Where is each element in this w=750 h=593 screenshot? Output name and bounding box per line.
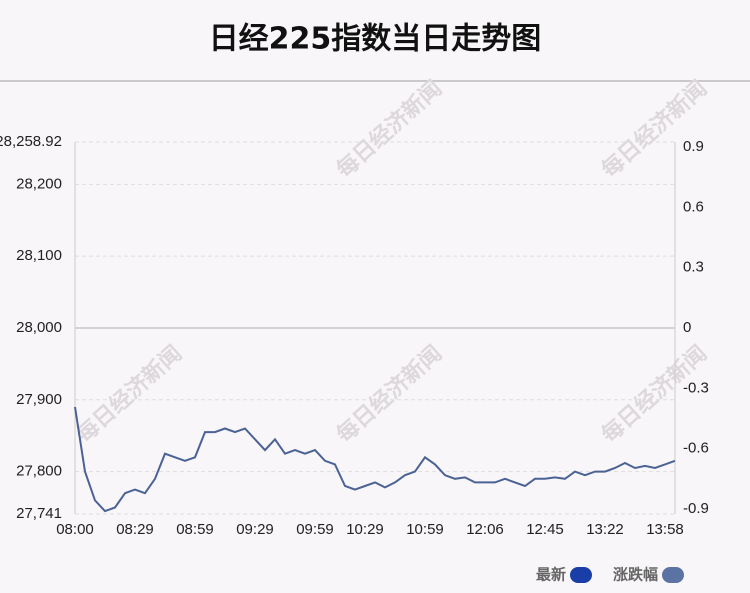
y-tick-label: 28,000: [16, 319, 62, 336]
x-tick-label: 08:59: [176, 521, 214, 538]
watermark: 每日经济新闻: [72, 340, 188, 448]
legend-swatch: [662, 567, 684, 583]
legend-label: 最新: [536, 566, 566, 584]
y-tick-label: 27,741: [16, 505, 62, 522]
y-tick-label: 28,258.92: [0, 133, 62, 150]
watermark: 每日经济新闻: [332, 340, 448, 448]
x-tick-label: 13:22: [586, 521, 624, 538]
legend-label: 涨跌幅: [613, 566, 658, 584]
x-tick-label: 12:45: [526, 521, 564, 538]
x-tick-label: 09:59: [296, 521, 334, 538]
x-tick-label: 10:59: [406, 521, 444, 538]
x-tick-label: 08:00: [56, 521, 94, 538]
y2-tick-label: -0.6: [683, 440, 709, 457]
chart-title: 日经225指数当日走势图: [209, 22, 542, 57]
x-tick-label: 12:06: [466, 521, 504, 538]
watermark: 每日经济新闻: [332, 75, 448, 183]
x-tick-label: 09:29: [236, 521, 274, 538]
y2-tick-label: -0.9: [683, 500, 709, 517]
legend-swatch: [570, 567, 592, 583]
y-tick-label: 28,200: [16, 175, 62, 192]
y2-tick-label: -0.3: [683, 379, 709, 396]
price-line: [74, 406, 676, 513]
watermark: 每日经济新闻: [597, 75, 713, 183]
y2-tick-label: 0.6: [683, 198, 704, 215]
x-tick-label: 10:29: [346, 521, 384, 538]
y-tick-label: 27,800: [16, 463, 62, 480]
x-tick-label: 13:58: [646, 521, 684, 538]
y2-tick-label: 0: [683, 319, 691, 336]
y-tick-label: 28,100: [16, 247, 62, 264]
y2-tick-label: 0.3: [683, 259, 704, 276]
y-tick-label: 27,900: [16, 391, 62, 408]
y2-tick-label: 0.9: [683, 138, 704, 155]
x-tick-label: 08:29: [116, 521, 154, 538]
